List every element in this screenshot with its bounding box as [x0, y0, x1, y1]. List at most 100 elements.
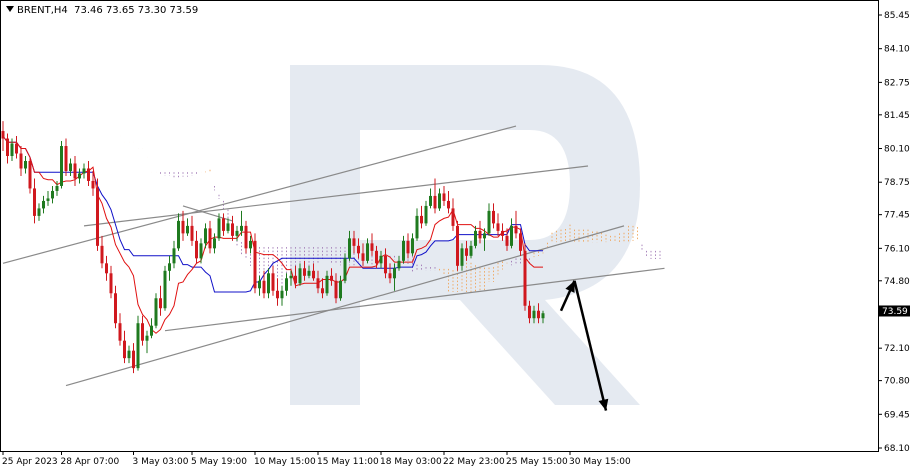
- candle: [447, 190, 450, 214]
- candle: [132, 343, 135, 374]
- candle-body: [172, 248, 176, 264]
- candle: [469, 240, 473, 259]
- candle-body: [447, 200, 450, 209]
- chart-header: BRENT,H4 73.46 73.65 73.30 73.59: [6, 5, 198, 16]
- candle-body: [181, 220, 185, 234]
- x-tick-label: 5 May 19:00: [191, 457, 247, 467]
- candle: [334, 273, 338, 304]
- candle: [208, 220, 212, 254]
- candle: [19, 146, 23, 176]
- candle: [82, 163, 86, 179]
- y-tick-label: 84.10: [884, 45, 910, 55]
- candle-body: [204, 228, 207, 244]
- candle-body: [334, 280, 338, 299]
- candle-body: [60, 146, 63, 186]
- candle: [217, 213, 221, 241]
- candle: [375, 245, 378, 269]
- trendlines: [2, 125, 665, 387]
- candle-body: [118, 323, 122, 341]
- candle-body: [496, 223, 500, 231]
- candle: [303, 260, 306, 281]
- candle-body: [24, 160, 27, 169]
- candle: [406, 233, 410, 259]
- candle: [532, 305, 536, 324]
- candle-body: [64, 146, 68, 171]
- x-tick-label: 28 Apr 07:00: [61, 457, 120, 467]
- candle-body: [415, 215, 419, 239]
- forecast-arrows: [559, 280, 609, 411]
- candle: [100, 235, 104, 269]
- candle-body: [240, 225, 243, 231]
- candle-body: [150, 325, 153, 336]
- candle: [267, 268, 270, 299]
- candle: [118, 313, 122, 346]
- symbol-label: BRENT,H4: [17, 5, 68, 16]
- y-tick-label: 81.45: [884, 111, 910, 121]
- candles: [1, 121, 545, 374]
- y-axis: 85.45 84.10 82.75 81.45 80.10 78.75 77.45 76.10…: [878, 11, 910, 454]
- candle: [69, 158, 72, 176]
- candle: [172, 240, 176, 269]
- candle: [510, 218, 513, 249]
- candle: [429, 188, 432, 209]
- candle-body: [294, 275, 297, 284]
- current-price-tag: 73.59: [879, 305, 910, 317]
- candle: [474, 225, 477, 249]
- candle-body: [442, 193, 446, 201]
- candle-body: [87, 168, 90, 181]
- trendline: [83, 165, 589, 227]
- candle: [487, 203, 491, 236]
- candle-body: [141, 323, 144, 341]
- y-tick-label: 74.80: [884, 277, 910, 287]
- candle-body: [132, 350, 135, 369]
- candle: [366, 238, 369, 264]
- y-tick-label: 80.10: [884, 145, 910, 155]
- y-tick-label: 82.75: [884, 78, 910, 88]
- candle-body: [100, 245, 104, 264]
- candle-body: [262, 280, 266, 294]
- candle: [253, 233, 257, 294]
- candle-body: [406, 240, 410, 254]
- candle: [370, 233, 374, 256]
- candle: [96, 178, 99, 251]
- candle: [384, 248, 387, 279]
- forecast-arrow-head: [565, 280, 575, 293]
- candle-body: [537, 310, 540, 319]
- candle-body: [42, 200, 45, 209]
- dropdown-triangle-icon[interactable]: [6, 6, 14, 12]
- y-tick-label: 72.10: [884, 344, 910, 354]
- candle: [141, 315, 144, 346]
- candle: [6, 133, 9, 164]
- candle: [289, 270, 293, 286]
- watermark-logo: [290, 65, 640, 405]
- candle: [163, 265, 167, 311]
- candle-body: [285, 278, 288, 291]
- candle: [312, 263, 315, 281]
- candle: [541, 310, 545, 324]
- candle: [397, 255, 401, 271]
- candle: [55, 180, 59, 196]
- candle-body: [159, 298, 162, 309]
- candle-body: [235, 230, 239, 236]
- x-axis: 25 Apr 2023 28 Apr 07:00 3 May 03:00 5 May …: [2, 451, 631, 467]
- candle: [91, 170, 95, 196]
- y-tick-label: 70.80: [884, 377, 910, 387]
- candle-body: [276, 290, 279, 299]
- candle: [231, 215, 234, 241]
- candle-body: [51, 190, 54, 199]
- candle: [136, 315, 140, 371]
- candle: [46, 190, 50, 206]
- forecast-arrow: [573, 280, 609, 411]
- candle: [159, 285, 162, 316]
- candle-body: [82, 168, 86, 174]
- candle: [433, 178, 437, 214]
- y-tick-label: 76.10: [884, 244, 910, 254]
- candle-body: [177, 220, 180, 249]
- candle-body: [397, 260, 401, 269]
- candle: [451, 198, 455, 231]
- candle-body: [37, 208, 41, 216]
- x-tick-label: 18 May 03:00: [380, 457, 442, 467]
- x-tick-label: 30 May 15:00: [569, 457, 631, 467]
- candle-body: [411, 238, 414, 254]
